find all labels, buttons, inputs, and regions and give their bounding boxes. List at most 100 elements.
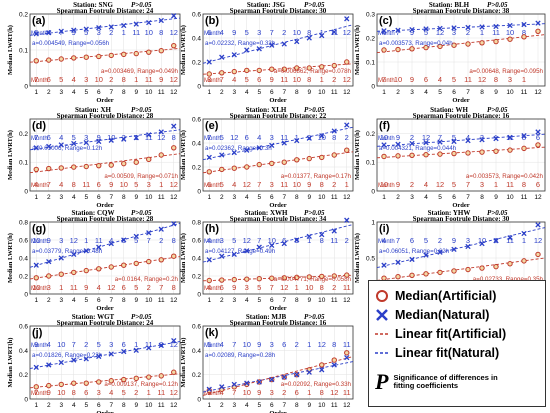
natural-point: [206, 386, 212, 392]
natural-month-label: 9: [396, 133, 400, 142]
artificial-month-label: 3: [508, 75, 512, 84]
artificial-point: [231, 68, 237, 75]
natural-point: [451, 138, 457, 145]
artificial-month-label: 11: [343, 283, 351, 292]
artificial-month-label: 3: [47, 283, 51, 292]
x-tick-label: 2: [220, 89, 224, 96]
x-axis-label: Order: [96, 305, 113, 312]
natural-month-label: 7: [270, 28, 274, 37]
natural-point: [423, 139, 429, 146]
legend-row-natural-fit: Linear fit(Natural): [375, 344, 499, 362]
natural-month-label: 6: [410, 236, 414, 245]
artificial-fit-annotation: a=0.01377, Range=0.17h: [281, 173, 352, 180]
natural-fit-line: [29, 17, 181, 36]
y-tick-label: 0.6: [192, 12, 201, 19]
panel-label: (h): [205, 223, 219, 235]
x-tick-label: 11: [521, 194, 528, 201]
natural-fit-line: [202, 224, 354, 263]
natural-month-title: Month: [378, 136, 395, 142]
x-tick-label: 12: [343, 194, 351, 201]
artificial-fit-line: [29, 47, 181, 63]
artificial-fit-line: [202, 63, 354, 75]
natural-point: [423, 252, 429, 258]
natural-month-label: 8: [522, 28, 526, 37]
natural-point: [171, 123, 177, 129]
natural-point: [171, 13, 177, 19]
x-tick-label: 1: [34, 89, 38, 96]
artificial-point: [294, 65, 300, 71]
artificial-point: [437, 151, 443, 157]
natural-fit-annotation: a=0.01006, Range=0.12h: [32, 145, 103, 152]
artificial-point: [206, 71, 212, 77]
artificial-point: [219, 70, 225, 76]
x-tick-label: 7: [109, 297, 113, 304]
x-tick-label: 8: [480, 194, 484, 201]
legend-natural-fit-label: Linear fit(Natural): [395, 346, 500, 360]
x-tick-label: 2: [396, 194, 400, 201]
artificial-point: [206, 169, 212, 175]
x-tick-label: 9: [307, 402, 311, 409]
natural-month-label: 6: [47, 133, 51, 142]
y-tick-label: 0.2: [19, 274, 28, 281]
natural-month-label: 12: [243, 236, 251, 245]
natural-point: [409, 26, 415, 33]
x-tick-label: 9: [134, 402, 138, 409]
natural-point: [46, 258, 52, 265]
x-tick-label: 3: [232, 89, 236, 96]
x-tick-label: 6: [270, 194, 274, 201]
panel-title-p-value: P>0.05: [131, 209, 152, 217]
natural-month-label: 11: [343, 340, 351, 349]
panel-title-distance: Spearman Footrule Distance: 16: [230, 319, 327, 327]
x-tick-label: 4: [245, 194, 249, 201]
x-tick-label: 7: [109, 89, 113, 96]
x-tick-label: 9: [307, 194, 311, 201]
natural-month-label: 12: [436, 28, 444, 37]
artificial-month-label: 6: [47, 75, 51, 84]
artificial-month-label: 4: [34, 180, 38, 189]
natural-point: [423, 26, 429, 32]
natural-month-label: 5: [232, 236, 236, 245]
artificial-month-label: 2: [332, 180, 336, 189]
y-tick-label: 0.6: [19, 238, 28, 245]
artificial-point: [108, 162, 114, 168]
natural-month-label: 9: [47, 236, 51, 245]
legend-p-note: Significance of differences in fitting c…: [393, 374, 497, 390]
natural-month-label: 2: [159, 236, 163, 245]
y-tick-label: 0.4: [192, 348, 201, 355]
natural-fit-annotation: a=0.03779, Range=0.48h: [32, 248, 103, 255]
artificial-month-label: 2: [332, 75, 336, 84]
artificial-month-label: 10: [32, 283, 40, 292]
natural-month-label: 1: [307, 340, 311, 349]
natural-month-label: 4: [220, 340, 224, 349]
natural-point: [83, 248, 89, 254]
artificial-point: [344, 147, 350, 153]
natural-month-label: 5: [245, 28, 249, 37]
artificial-fit-annotation: a=0.00648, Range=0.095h: [469, 68, 543, 75]
artificial-month-label: 12: [343, 75, 351, 84]
natural-month-label: 10: [293, 28, 301, 37]
panel-label: (g): [32, 223, 46, 235]
natural-point: [83, 26, 89, 32]
natural-month-label: 6: [245, 133, 249, 142]
natural-month-label: 8: [332, 133, 336, 142]
x-tick-label: 4: [72, 89, 76, 96]
artificial-fit-annotation: a=0.006862, Range=0.078h: [274, 68, 352, 75]
y-tick-label: 0: [24, 397, 28, 404]
artificial-point: [344, 59, 350, 65]
artificial-fit-line: [29, 373, 181, 389]
x-tick-label: 11: [331, 89, 338, 96]
natural-point: [171, 337, 177, 344]
natural-fit-line: [29, 222, 181, 268]
natural-point: [437, 139, 443, 145]
natural-month-label: 1: [494, 133, 498, 142]
x-tick-label: 5: [84, 402, 88, 409]
artificial-point: [395, 46, 401, 53]
panel-title-p-value: P>0.05: [131, 106, 152, 114]
natural-month-label: 12: [70, 236, 78, 245]
artificial-month-label: 8: [320, 388, 324, 397]
natural-month-label: 10: [380, 133, 388, 142]
artificial-point: [46, 382, 52, 389]
artificial-point: [83, 267, 89, 274]
